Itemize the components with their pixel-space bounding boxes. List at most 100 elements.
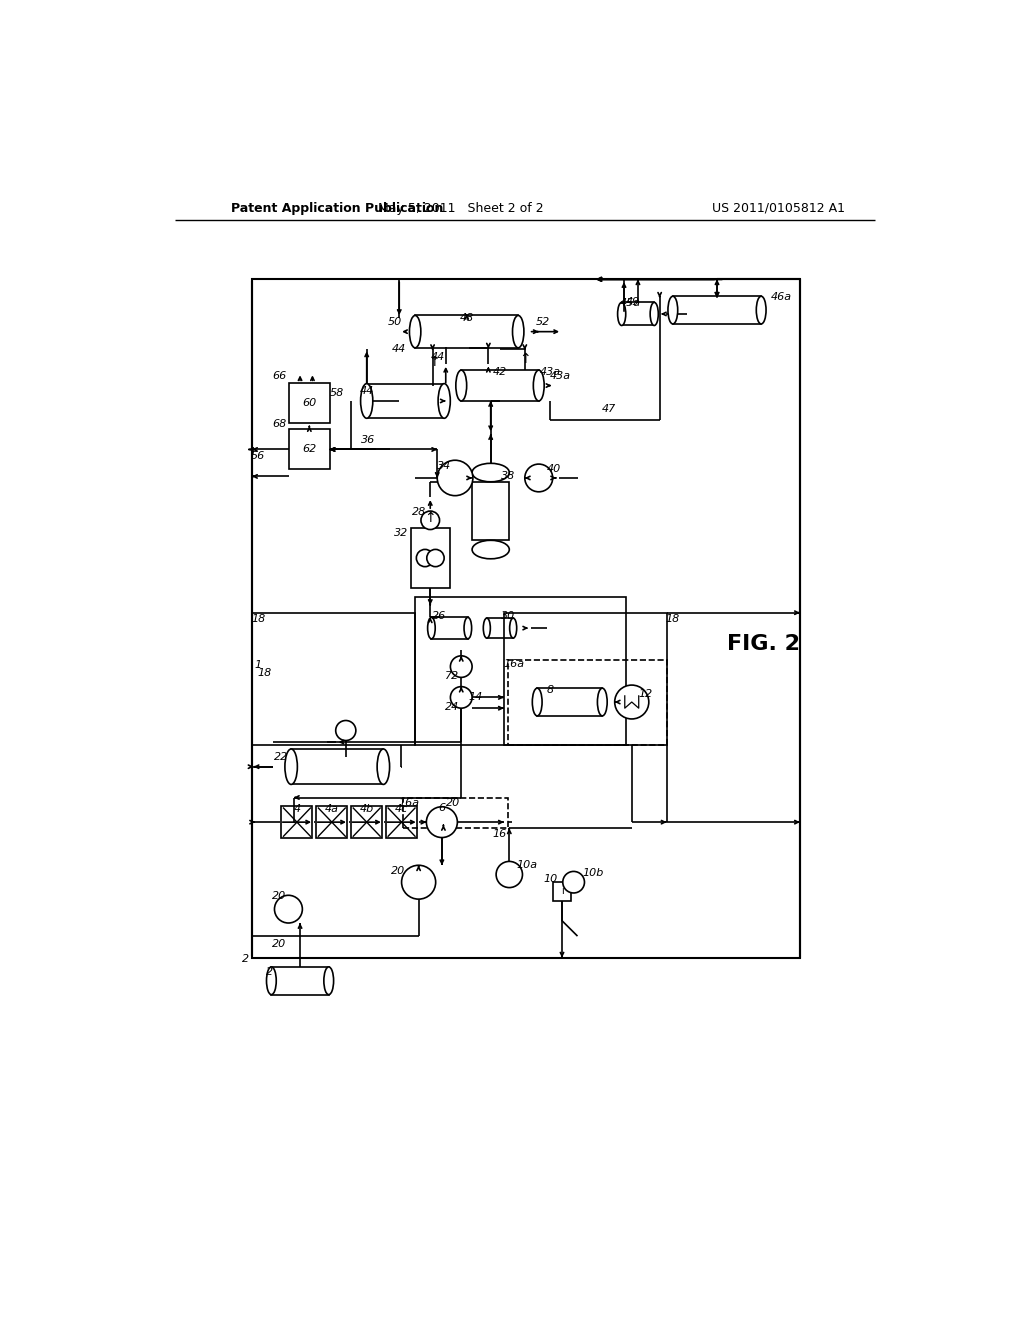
Text: 8: 8 — [547, 685, 554, 694]
Circle shape — [274, 895, 302, 923]
Bar — [386, 807, 417, 838]
Text: 24: 24 — [444, 702, 459, 713]
Text: 46a: 46a — [771, 292, 793, 302]
Text: 49: 49 — [626, 297, 640, 306]
Bar — [538, 688, 602, 715]
Bar — [508, 660, 668, 744]
Text: 72: 72 — [444, 671, 459, 681]
Bar — [553, 882, 571, 900]
Bar — [367, 384, 444, 418]
Ellipse shape — [428, 618, 435, 639]
Bar — [461, 370, 539, 401]
Bar — [252, 612, 415, 744]
Text: 32: 32 — [393, 528, 408, 539]
Bar — [431, 618, 468, 639]
Ellipse shape — [472, 463, 509, 482]
Ellipse shape — [650, 302, 658, 326]
Ellipse shape — [324, 966, 334, 995]
Ellipse shape — [513, 315, 524, 348]
Text: 2: 2 — [266, 966, 273, 977]
Text: 18: 18 — [251, 614, 265, 624]
Bar — [271, 966, 329, 995]
Text: 20: 20 — [446, 797, 461, 808]
Text: 4b: 4b — [359, 804, 374, 814]
Ellipse shape — [377, 748, 389, 784]
Text: 6: 6 — [438, 804, 445, 813]
Text: 44: 44 — [431, 352, 445, 362]
Text: May 5, 2011   Sheet 2 of 2: May 5, 2011 Sheet 2 of 2 — [379, 202, 544, 215]
Circle shape — [421, 511, 439, 529]
Bar — [403, 797, 508, 829]
Text: 44: 44 — [359, 385, 374, 396]
Circle shape — [427, 549, 444, 566]
Bar — [415, 598, 626, 744]
Bar — [351, 807, 382, 838]
Text: 34: 34 — [437, 462, 452, 471]
Text: 47: 47 — [601, 404, 615, 413]
Text: 26: 26 — [432, 611, 446, 620]
Text: 20: 20 — [272, 939, 287, 949]
Text: 43a: 43a — [550, 371, 571, 381]
Text: 1: 1 — [255, 660, 262, 671]
Bar — [252, 280, 800, 958]
Text: 45a: 45a — [620, 298, 641, 308]
Text: 16a: 16a — [398, 797, 420, 808]
Circle shape — [336, 721, 356, 741]
Ellipse shape — [534, 370, 544, 401]
Bar — [282, 807, 312, 838]
Bar — [622, 302, 654, 326]
Text: ↑: ↑ — [428, 355, 440, 368]
Text: 52: 52 — [536, 317, 550, 327]
Ellipse shape — [483, 618, 490, 638]
Text: 60: 60 — [302, 399, 316, 408]
Text: 16a: 16a — [504, 659, 524, 669]
Text: 38: 38 — [501, 471, 515, 480]
Text: ↑: ↑ — [424, 511, 436, 525]
Text: 18: 18 — [257, 668, 271, 677]
Bar — [673, 296, 761, 323]
Text: 16: 16 — [493, 829, 507, 840]
Circle shape — [437, 461, 473, 496]
Circle shape — [524, 465, 553, 492]
Ellipse shape — [456, 370, 467, 401]
Text: FIG. 2: FIG. 2 — [727, 634, 800, 653]
Bar — [411, 528, 450, 589]
Ellipse shape — [617, 302, 626, 326]
Text: 42: 42 — [493, 367, 507, 378]
Ellipse shape — [472, 540, 509, 558]
Circle shape — [451, 656, 472, 677]
Text: 28: 28 — [412, 507, 426, 517]
Bar — [289, 383, 330, 424]
Circle shape — [451, 686, 472, 708]
Text: 18: 18 — [666, 614, 680, 624]
Text: US 2011/0105812 A1: US 2011/0105812 A1 — [713, 202, 846, 215]
Bar — [291, 748, 383, 784]
Text: 10b: 10b — [583, 869, 604, 878]
Text: 62: 62 — [302, 445, 316, 454]
Text: 12: 12 — [639, 689, 653, 698]
Text: 14: 14 — [468, 693, 482, 702]
Text: 20: 20 — [272, 891, 287, 902]
Text: 20: 20 — [390, 866, 404, 876]
Text: 50: 50 — [388, 317, 402, 327]
Bar — [415, 315, 518, 348]
Bar — [289, 429, 330, 470]
Circle shape — [614, 685, 649, 719]
Ellipse shape — [464, 618, 472, 639]
Text: 4a: 4a — [325, 804, 339, 814]
Text: i: i — [560, 887, 563, 896]
Ellipse shape — [597, 688, 607, 715]
Text: 4: 4 — [294, 804, 300, 814]
Ellipse shape — [757, 296, 766, 323]
Text: 36: 36 — [361, 436, 376, 445]
Text: 56: 56 — [251, 451, 265, 462]
Text: 43a: 43a — [540, 367, 561, 378]
Text: 10a: 10a — [516, 861, 538, 870]
Bar — [316, 807, 347, 838]
Text: 4c: 4c — [395, 804, 409, 814]
Circle shape — [426, 807, 458, 838]
Text: 40: 40 — [547, 463, 561, 474]
Text: 10: 10 — [544, 874, 557, 884]
Text: 30: 30 — [501, 611, 515, 620]
Bar — [486, 618, 513, 638]
